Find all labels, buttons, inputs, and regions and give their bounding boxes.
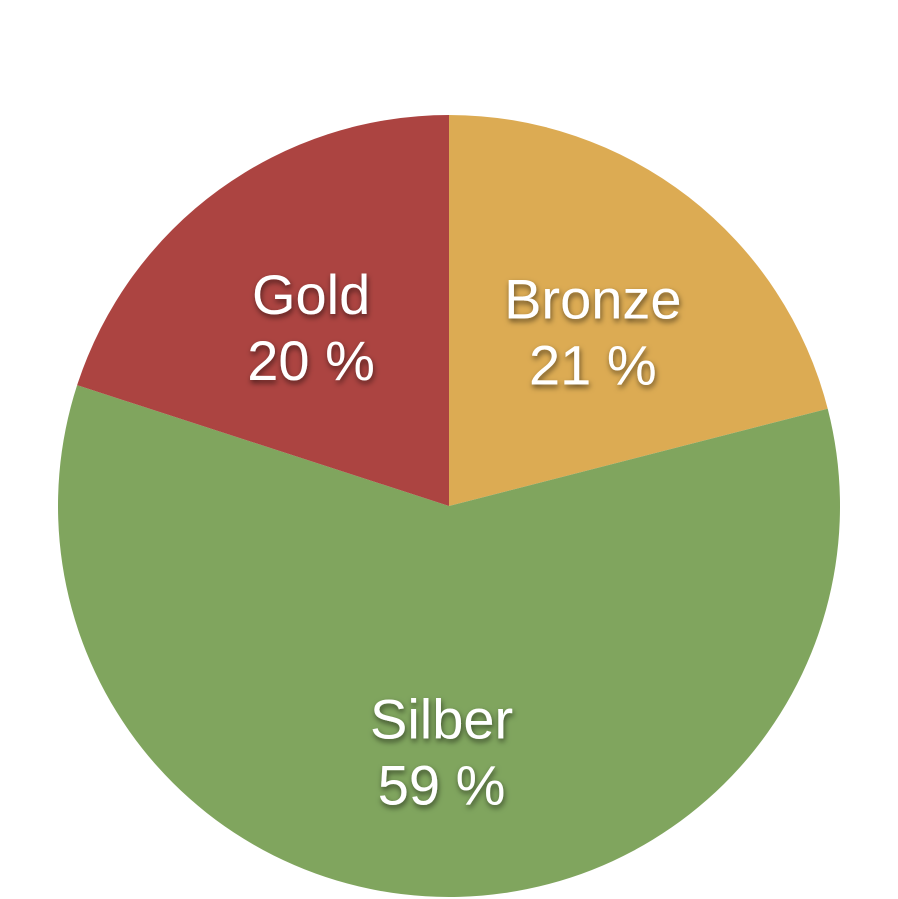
- slice-label-silber: Silber: [370, 688, 513, 751]
- pie-slice-gold: [77, 115, 449, 506]
- slice-label-gold: Gold: [252, 263, 370, 326]
- slice-value-silber: 59 %: [378, 754, 506, 817]
- pie-slice-silber: [58, 385, 841, 897]
- pie-slices: [58, 114, 841, 897]
- slice-value-gold: 20 %: [247, 329, 375, 392]
- slice-label-bronze: Bronze: [504, 268, 681, 331]
- pie-slice-bronze: [449, 114, 828, 506]
- slice-value-bronze: 21 %: [529, 334, 657, 397]
